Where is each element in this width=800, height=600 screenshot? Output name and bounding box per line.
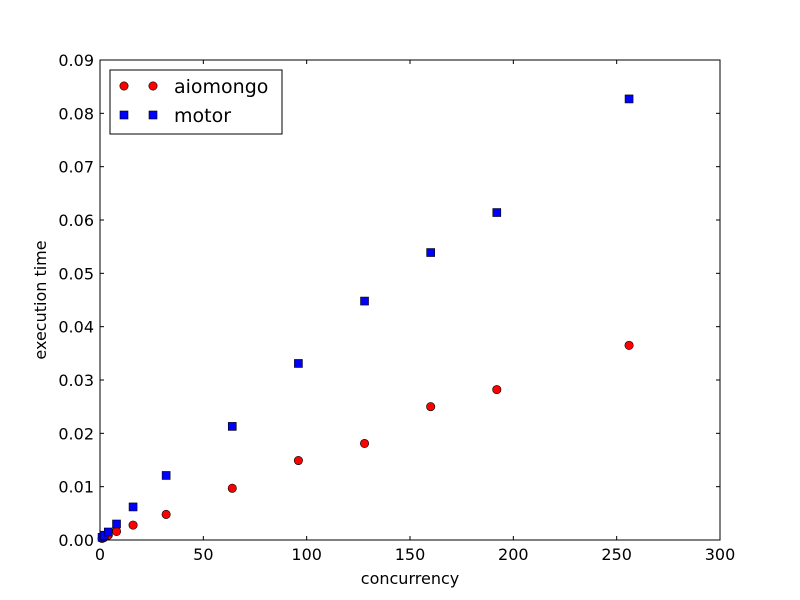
y-tick-label: 0.01 xyxy=(58,478,94,497)
x-tick-label: 100 xyxy=(291,545,322,564)
series-motor xyxy=(97,94,634,542)
legend-marker-motor xyxy=(119,110,129,120)
motor-point xyxy=(492,208,502,217)
plot-frame xyxy=(99,59,721,541)
x-tick-label: 300 xyxy=(705,545,736,564)
y-tick-label: 0.03 xyxy=(58,371,94,390)
aiomongo-point xyxy=(227,483,237,493)
motor-point xyxy=(103,527,113,537)
plot-area xyxy=(100,60,720,540)
legend-marker-aiomongo xyxy=(148,81,158,91)
aiomongo-point xyxy=(112,526,122,536)
y-tick-label: 0.04 xyxy=(58,318,94,337)
marks-layer xyxy=(97,94,634,543)
y-tick-label: 0.07 xyxy=(58,158,94,177)
y-tick-label: 0.08 xyxy=(58,104,94,123)
aiomongo-point xyxy=(426,402,436,412)
aiomongo-point xyxy=(128,520,138,530)
motor-point xyxy=(624,94,634,104)
x-tick-label: 0 xyxy=(95,545,105,564)
legend-box xyxy=(109,69,283,135)
legend: aiomongo motor xyxy=(109,69,283,135)
motor-point xyxy=(128,502,138,512)
y-axis-label: execution time xyxy=(31,240,50,359)
y-tick-label: 0.06 xyxy=(58,211,94,230)
aiomongo-point xyxy=(161,509,171,519)
legend-marker-aiomongo xyxy=(119,81,129,91)
legend-marker-motor xyxy=(148,110,158,120)
aiomongo-point xyxy=(624,340,634,350)
motor-point xyxy=(426,248,435,257)
x-tick-label: 150 xyxy=(395,545,426,564)
aiomongo-point xyxy=(492,385,502,395)
motor-point xyxy=(294,359,303,368)
y-tick-label: 0.05 xyxy=(58,264,94,283)
motor-point xyxy=(161,471,171,480)
x-tick-label: 250 xyxy=(601,545,632,564)
y-tick-label: 0.00 xyxy=(58,531,94,550)
x-tick-label: 200 xyxy=(498,545,529,564)
y-tick-label: 0.09 xyxy=(58,51,94,70)
aiomongo-point xyxy=(293,456,303,466)
y-tick-label: 0.02 xyxy=(58,424,94,443)
motor-point xyxy=(360,296,369,306)
motor-point xyxy=(112,519,121,529)
legend-label-motor: motor xyxy=(174,105,231,127)
labels-layer: 0 50 100 150 200 250 300 0.00 0.01 0.02 0.03 0.04 0.… xyxy=(31,51,735,588)
x-axis-label: concurrency xyxy=(361,569,459,588)
motor-point xyxy=(227,422,237,431)
legend-label-aiomongo: aiomongo xyxy=(174,76,268,98)
aiomongo-point xyxy=(360,438,370,448)
x-tick-label: 50 xyxy=(193,545,213,564)
